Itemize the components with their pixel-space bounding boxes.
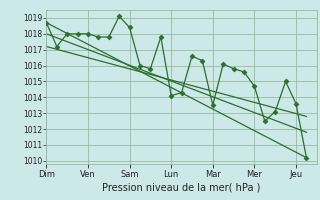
X-axis label: Pression niveau de la mer( hPa ): Pression niveau de la mer( hPa ) <box>102 183 261 193</box>
